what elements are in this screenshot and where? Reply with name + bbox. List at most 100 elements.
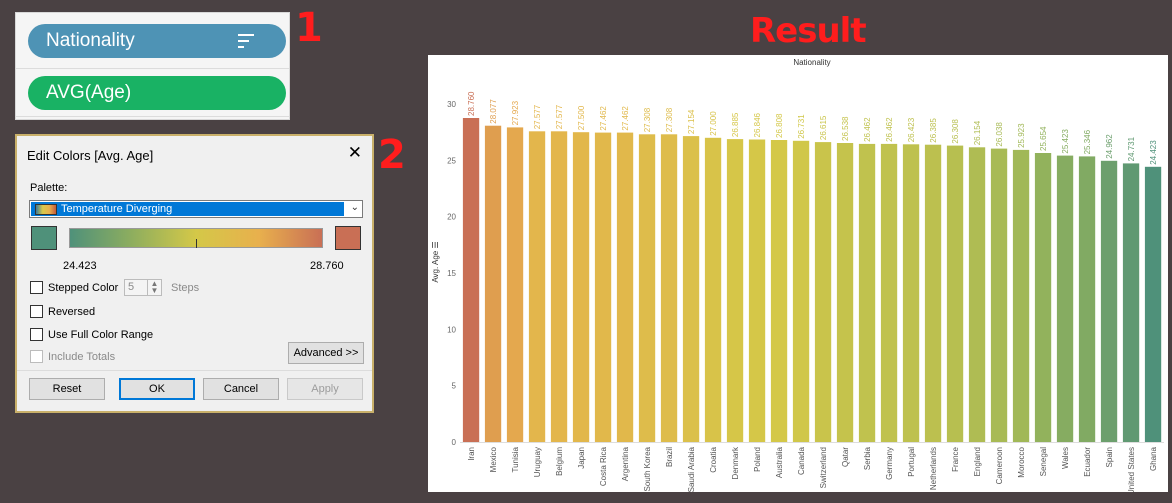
y-tick-label: 5	[452, 382, 457, 391]
x-tick-label: Senegal	[1039, 447, 1048, 477]
bar	[1100, 160, 1118, 443]
bar	[1034, 153, 1052, 442]
reset-button[interactable]: Reset	[29, 378, 105, 400]
bar	[462, 118, 480, 442]
bar	[1012, 149, 1030, 442]
bar	[902, 144, 920, 443]
x-tick-label: Mexico	[489, 446, 498, 472]
x-tick-label: Qatar	[841, 447, 850, 467]
x-tick-label: Costa Rica	[599, 446, 608, 486]
data-label: 26.154	[973, 120, 982, 145]
bar	[704, 137, 722, 443]
steps-label: Steps	[171, 282, 200, 294]
data-label: 27.577	[533, 104, 542, 129]
gradient-center-tick	[196, 239, 197, 248]
bar	[1078, 156, 1096, 442]
y-tick-label: 0	[452, 438, 457, 447]
avg-age-pill[interactable]: AVG(Age)	[28, 76, 286, 110]
chevron-down-icon[interactable]: ⌄	[350, 202, 359, 213]
data-label: 26.423	[907, 117, 916, 142]
data-label: 26.885	[731, 112, 740, 137]
x-tick-label: Wales	[1061, 447, 1070, 469]
bar	[748, 139, 766, 442]
steps-stepper[interactable]: 5	[124, 279, 162, 296]
result-annotation: Result	[750, 11, 867, 51]
palette-label: Palette:	[30, 182, 68, 194]
bar	[770, 140, 788, 442]
shelf-divider	[16, 116, 289, 117]
palette-dropdown[interactable]: Temperature Diverging ⌄	[29, 200, 363, 218]
bar	[594, 132, 612, 442]
step-2-annotation: 2	[378, 132, 406, 178]
data-label: 27.462	[599, 106, 608, 131]
data-label: 26.038	[995, 122, 1004, 147]
x-tick-label: Ecuador	[1083, 447, 1092, 477]
bar	[814, 142, 832, 442]
bar	[792, 140, 810, 443]
data-label: 26.808	[775, 113, 784, 138]
x-tick-label: Poland	[753, 447, 762, 472]
x-tick-label: Serbia	[863, 446, 872, 470]
x-tick-label: Switzerland	[819, 447, 828, 488]
stepped-color-checkbox[interactable]	[30, 281, 43, 294]
stepped-color-label: Stepped Color	[48, 282, 119, 294]
color-gradient-preview	[69, 228, 323, 248]
x-tick-label: Saudi Arabia	[687, 446, 696, 492]
palette-selected-option[interactable]: Temperature Diverging	[31, 202, 344, 216]
advanced-button[interactable]: Advanced >>	[288, 342, 364, 364]
x-tick-label: England	[973, 447, 982, 476]
full-color-range-checkbox[interactable]	[30, 328, 43, 341]
bar	[484, 125, 502, 442]
spin-arrows-icon[interactable]: ▲ ▼	[147, 280, 161, 295]
nationality-pill[interactable]: Nationality	[28, 24, 286, 58]
shelf-divider	[16, 68, 289, 69]
data-label: 24.423	[1149, 140, 1158, 165]
data-label: 27.500	[577, 105, 586, 130]
data-label: 27.000	[709, 111, 718, 136]
data-label: 25.423	[1061, 129, 1070, 154]
ok-button[interactable]: OK	[119, 378, 195, 400]
data-label: 28.760	[467, 91, 476, 116]
reversed-checkbox[interactable]	[30, 305, 43, 318]
data-label: 27.462	[621, 106, 630, 131]
min-value-label: 24.423	[63, 260, 97, 272]
x-tick-label: Spain	[1105, 447, 1114, 467]
start-color-swatch[interactable]	[31, 226, 57, 250]
y-tick-label: 30	[447, 100, 456, 109]
bar	[968, 147, 986, 443]
data-label: 26.385	[929, 118, 938, 143]
data-label: 28.077	[489, 99, 498, 124]
x-tick-label: Netherlands	[929, 447, 938, 490]
bar	[990, 148, 1008, 442]
data-label: 25.346	[1083, 129, 1092, 154]
x-tick-label: Iran	[467, 447, 476, 461]
cancel-button[interactable]: Cancel	[203, 378, 279, 400]
bar	[550, 131, 568, 443]
bar	[506, 127, 524, 443]
bar	[924, 144, 942, 442]
y-tick-label: 10	[447, 325, 456, 334]
x-tick-label: Brazil	[665, 447, 674, 467]
data-label: 26.846	[753, 112, 762, 137]
end-color-swatch[interactable]	[335, 226, 361, 250]
sort-descending-icon[interactable]	[238, 34, 256, 48]
full-color-range-label: Use Full Color Range	[48, 329, 154, 341]
close-icon[interactable]: ✕	[347, 143, 362, 162]
x-tick-label: Belgium	[555, 447, 564, 476]
x-tick-label: France	[951, 446, 960, 471]
include-totals-label: Include Totals	[48, 351, 116, 363]
result-chart-panel: Nationality Avg. Age ☰ 0 5 10 15 20 25 30 28.760 I…	[428, 55, 1168, 492]
bar	[572, 132, 590, 442]
data-label: 24.731	[1127, 136, 1136, 161]
dialog-title: Edit Colors [Avg. Age]	[27, 148, 154, 163]
x-tick-label: Morocco	[1017, 446, 1026, 477]
edit-colors-dialog: Edit Colors [Avg. Age] ✕ Palette: Temper…	[15, 134, 374, 413]
data-label: 27.308	[643, 107, 652, 132]
x-tick-label: Croatia	[709, 446, 718, 472]
step-1-annotation: 1	[295, 5, 323, 51]
bar	[946, 145, 964, 442]
x-tick-label: Denmark	[731, 446, 740, 479]
bar	[660, 134, 678, 443]
data-label: 26.615	[819, 115, 828, 140]
y-tick-label: 25	[447, 156, 456, 165]
